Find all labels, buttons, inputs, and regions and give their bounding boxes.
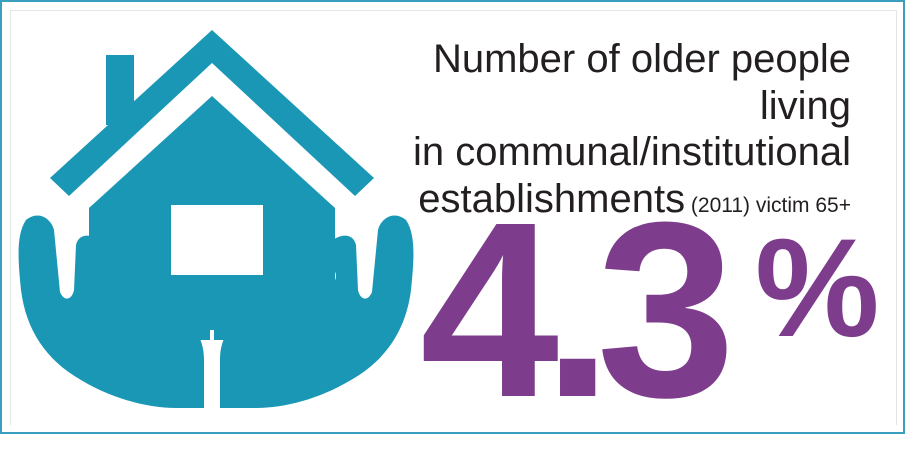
window-shape: [171, 205, 263, 275]
house-in-hands-icon: [18, 30, 414, 408]
headline-line-3-main: establishments: [418, 176, 686, 221]
headline-line-2: in communal/institutional: [413, 130, 851, 174]
hands-gap: [210, 330, 214, 395]
headline-year-note: (2011) victim 65+: [685, 193, 851, 217]
stat-value: 4.3: [420, 170, 736, 449]
inner-divider: [10, 10, 897, 425]
statistic: 4.3 %: [420, 170, 890, 449]
roof-shape: [50, 30, 374, 196]
headline: Number of older people living in communa…: [331, 36, 851, 229]
left-hand-shape: [18, 215, 204, 408]
stat-unit: %: [755, 209, 880, 366]
headline-line-1: Number of older people living: [432, 37, 851, 128]
headline-line-3: establishments (2011) victim 65+: [331, 176, 851, 230]
right-hand-shape: [220, 215, 414, 408]
